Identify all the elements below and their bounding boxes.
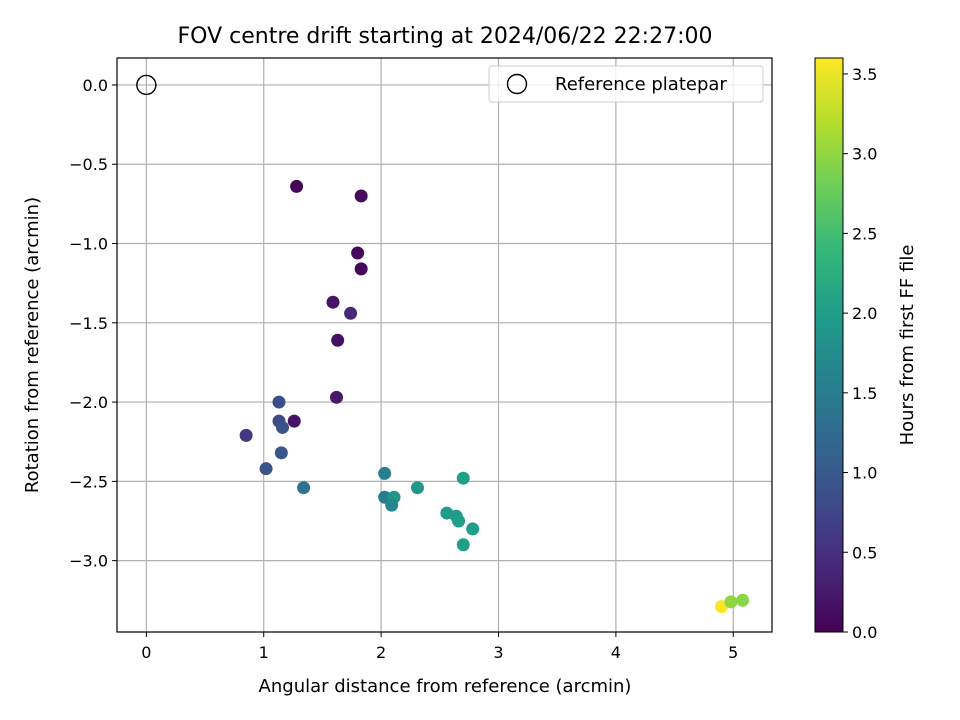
data-points bbox=[136, 74, 750, 614]
data-point bbox=[385, 498, 399, 512]
data-point bbox=[456, 538, 470, 552]
colorbar-label: Hours from first FF file bbox=[897, 245, 918, 446]
data-point bbox=[351, 246, 365, 260]
data-point bbox=[287, 414, 301, 428]
grid-lines bbox=[117, 58, 772, 632]
colorbar-tick-label: 1.0 bbox=[852, 464, 877, 483]
data-point bbox=[378, 466, 392, 480]
colorbar-gradient bbox=[814, 57, 844, 633]
data-point bbox=[411, 481, 425, 495]
colorbar-tick-label: 0.0 bbox=[852, 623, 877, 642]
data-point bbox=[276, 420, 290, 434]
data-point bbox=[259, 462, 273, 476]
reference-point bbox=[136, 74, 157, 96]
x-axis-ticks: 0 1 2 3 4 5 bbox=[141, 632, 738, 662]
legend: Reference platepar bbox=[488, 65, 764, 103]
y-tick-label: −2.0 bbox=[69, 393, 108, 412]
y-tick-label: −1.5 bbox=[69, 314, 108, 333]
x-tick-label: 2 bbox=[376, 643, 386, 662]
legend-label: Reference platepar bbox=[555, 74, 727, 95]
y-tick-label: −0.5 bbox=[69, 155, 108, 174]
data-point bbox=[736, 593, 750, 607]
colorbar-ticks: 0.0 0.5 1.0 1.5 2.0 2.5 3.0 3.5 bbox=[843, 65, 877, 642]
x-tick-label: 1 bbox=[259, 643, 269, 662]
data-point bbox=[344, 306, 358, 320]
colorbar-tick-label: 3.5 bbox=[852, 65, 877, 84]
x-tick-label: 0 bbox=[141, 643, 151, 662]
data-point bbox=[354, 189, 368, 203]
data-point bbox=[724, 595, 738, 609]
x-tick-label: 4 bbox=[611, 643, 621, 662]
y-axis-label: Rotation from reference (arcmin) bbox=[22, 197, 43, 493]
legend-marker bbox=[506, 73, 528, 95]
colorbar-tick-label: 3.0 bbox=[852, 145, 877, 164]
data-point bbox=[331, 333, 345, 347]
y-tick-label: 0.0 bbox=[83, 76, 108, 95]
x-tick-label: 3 bbox=[493, 643, 503, 662]
data-point bbox=[452, 514, 466, 528]
colorbar-tick-label: 2.5 bbox=[852, 224, 877, 243]
data-point bbox=[330, 390, 344, 404]
y-tick-label: −3.0 bbox=[69, 552, 108, 571]
data-point bbox=[239, 428, 253, 442]
plot-frame bbox=[116, 57, 773, 633]
data-point bbox=[354, 262, 368, 276]
y-tick-label: −2.5 bbox=[69, 472, 108, 491]
data-point bbox=[326, 295, 340, 309]
x-tick-label: 5 bbox=[728, 643, 738, 662]
data-point bbox=[272, 395, 286, 409]
data-point bbox=[297, 481, 311, 495]
colorbar-tick-label: 0.5 bbox=[852, 543, 877, 562]
x-axis-label: Angular distance from reference (arcmin) bbox=[259, 676, 632, 697]
data-point bbox=[290, 179, 304, 193]
y-axis-ticks: 0.0 −0.5 −1.0 −1.5 −2.0 −2.5 −3.0 bbox=[69, 76, 117, 571]
chart-title: FOV centre drift starting at 2024/06/22 … bbox=[178, 24, 713, 49]
colorbar: 0.0 0.5 1.0 1.5 2.0 2.5 3.0 3.5 Hours from firs… bbox=[814, 57, 918, 642]
data-point bbox=[456, 471, 470, 485]
data-point bbox=[274, 446, 288, 460]
legend-box bbox=[488, 65, 764, 103]
data-point bbox=[466, 522, 480, 536]
colorbar-tick-label: 1.5 bbox=[852, 384, 877, 403]
axes bbox=[116, 57, 773, 633]
y-tick-label: −1.0 bbox=[69, 235, 108, 254]
colorbar-tick-label: 2.0 bbox=[852, 304, 877, 323]
